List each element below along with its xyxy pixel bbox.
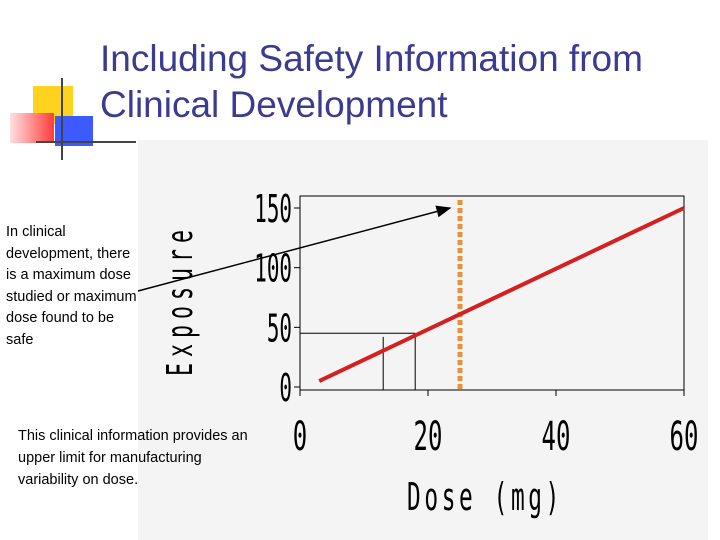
accent-red-bar [10,113,54,143]
y-tick-label-50: 50 [267,308,292,351]
chart-axes [294,195,685,396]
y-tick-label-0: 0 [279,368,292,411]
x-tick-label-40: 40 [542,412,571,459]
plot-frame [299,195,685,391]
x-axis-title: Dose (mg) [407,476,563,520]
x-tick-label-20: 20 [414,412,443,459]
chart-panel [138,140,708,540]
callout-arrow [137,205,452,292]
chart-marks [300,200,685,390]
y-axis-title: Exposure [158,224,200,376]
bottom-note: This clinical information provides an up… [18,428,248,488]
side-note: In clinical development, there is a maxi… [6,224,137,348]
x-tick-label-60: 60 [670,412,699,459]
title-line-2: Clinical Development [100,84,448,125]
x-tick-label-0: 0 [293,412,307,459]
title-line-1: Including Safety Information from [100,38,643,79]
accent-vertical-rule [61,78,63,160]
accent-horizontal-rule [36,141,136,143]
series-line-1 [318,206,685,383]
y-tick-label-150: 150 [254,189,292,232]
slide-title: Including Safety Information from Clinic… [100,36,710,128]
